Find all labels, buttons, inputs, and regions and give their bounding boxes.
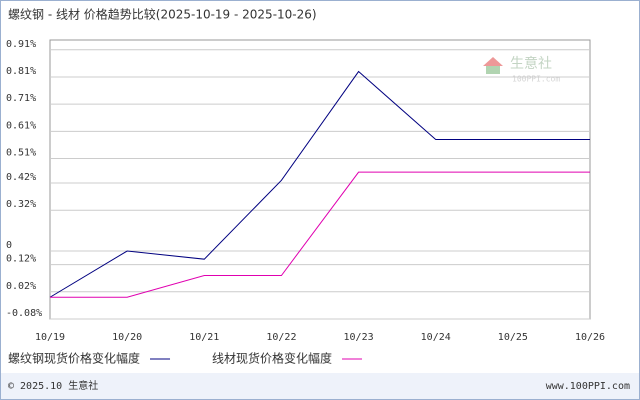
y-tick-label: 0.71% xyxy=(6,93,36,104)
y-tick-label: 0.91% xyxy=(6,39,36,50)
y-tick-label: 0 xyxy=(6,240,12,251)
watermark-icon xyxy=(483,57,503,66)
x-tick-label: 10/23 xyxy=(344,332,374,343)
footer-left: © 2025.10 生意社 xyxy=(8,379,98,392)
y-tick-label: 0.51% xyxy=(6,148,36,159)
series-line xyxy=(49,70,590,298)
chart-title: 螺纹钢 - 线材 价格趋势比较(2025-10-19 - 2025-10-26) xyxy=(8,7,317,22)
series-line xyxy=(50,171,590,298)
footer-bar xyxy=(1,373,639,399)
y-tick-label: 0.42% xyxy=(6,172,36,183)
x-tick-label: 10/21 xyxy=(189,332,219,343)
x-tick-label: 10/22 xyxy=(266,332,296,343)
x-tick-label: 10/19 xyxy=(35,332,65,343)
watermark: 生意社 100PPI.com xyxy=(483,55,560,84)
x-tick-label: 10/25 xyxy=(498,332,528,343)
y-tick-label: 0.61% xyxy=(6,120,36,131)
watermark-site: 100PPI.com xyxy=(512,75,560,84)
footer-right: www.100PPI.com xyxy=(546,381,630,392)
watermark-text: 生意社 xyxy=(510,55,552,72)
y-tick-label: -0.08% xyxy=(6,308,42,319)
watermark-icon xyxy=(486,66,500,74)
x-tick-label: 10/20 xyxy=(112,332,142,343)
y-tick-label: 0.32% xyxy=(6,199,36,210)
x-tick-label: 10/24 xyxy=(421,332,451,343)
y-tick-label: 0.81% xyxy=(6,66,36,77)
x-tick-label: 10/26 xyxy=(575,332,605,343)
legend-label: 线材现货价格变化幅度 xyxy=(212,351,332,366)
y-tick-label: 0.02% xyxy=(6,281,36,292)
y-tick-label: 0.12% xyxy=(6,254,36,265)
legend-label: 螺纹钢现货价格变化幅度 xyxy=(8,351,140,366)
